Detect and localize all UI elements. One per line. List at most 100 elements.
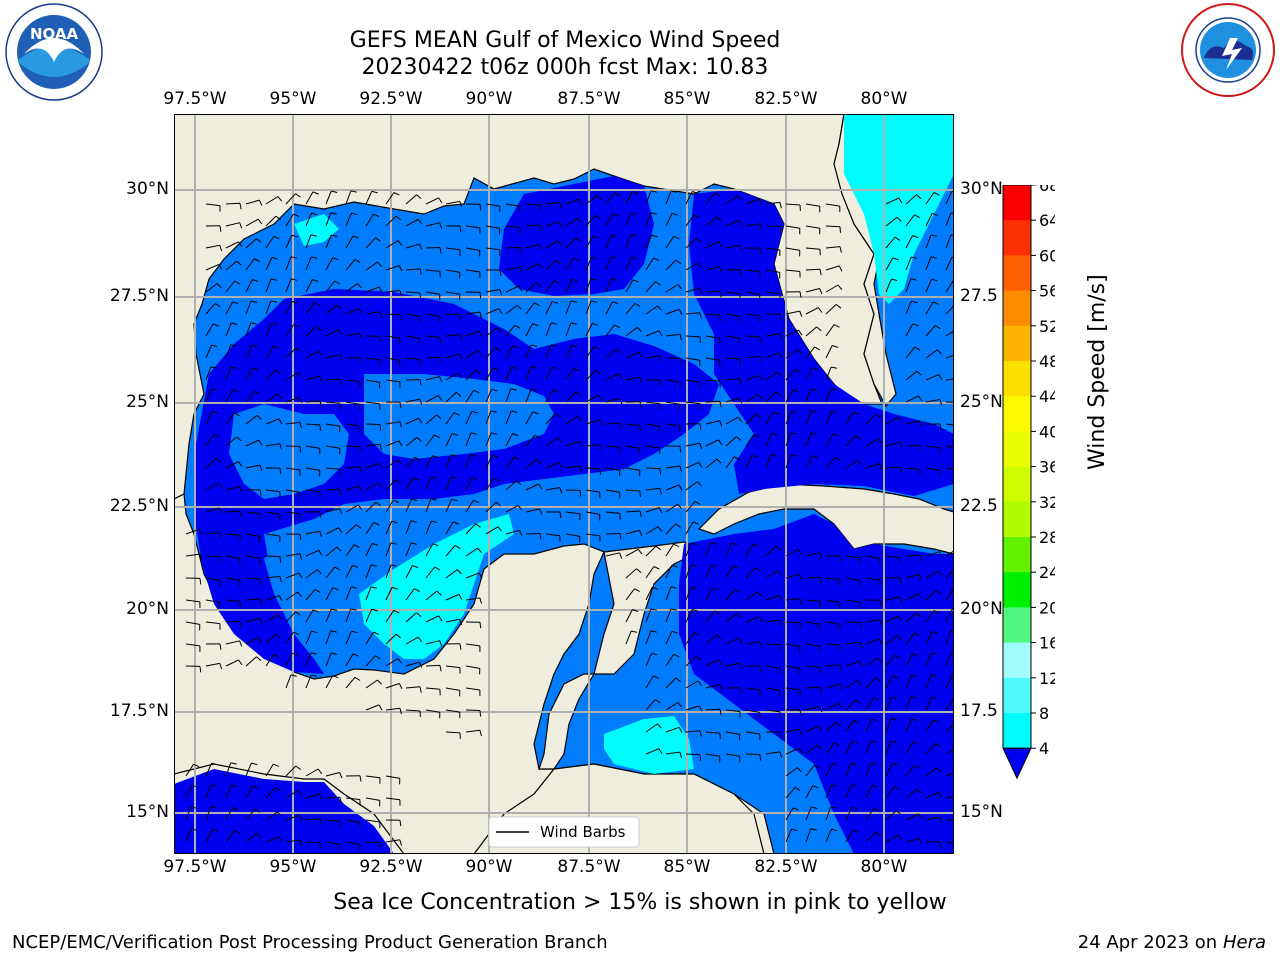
wind-barb xyxy=(865,438,879,447)
wind-barb-flag xyxy=(655,699,661,704)
wind-barb xyxy=(325,508,340,513)
wind-barb xyxy=(605,489,620,493)
wind-barb xyxy=(805,432,812,447)
wind-barb-flag xyxy=(811,432,818,435)
wind-barb xyxy=(265,236,275,249)
wind-barb-flag xyxy=(879,619,883,626)
wind-barb-flag xyxy=(258,439,263,446)
wind-barb xyxy=(805,203,820,207)
wind-barb xyxy=(405,456,416,469)
legend-label: Wind Barbs xyxy=(540,823,626,841)
wind-barb-flag xyxy=(332,587,339,591)
wind-barb xyxy=(365,443,380,447)
wind-barb-flag xyxy=(598,419,603,426)
wind-barb xyxy=(525,533,541,535)
wind-barb-flag xyxy=(938,551,943,558)
wind-barb xyxy=(625,327,638,337)
wind-barb xyxy=(745,223,760,227)
wind-barb-flag xyxy=(758,375,763,382)
wind-barb xyxy=(305,841,321,844)
wind-barb-flag xyxy=(391,586,398,590)
wind-barb-flag xyxy=(491,388,498,392)
wind-barb-flag xyxy=(896,810,902,815)
wind-barb xyxy=(805,828,812,843)
wind-barb-flag xyxy=(951,608,954,611)
wind-barb xyxy=(705,192,716,205)
wind-barb-flag xyxy=(818,725,823,731)
wind-barb xyxy=(265,418,280,425)
wind-barb-flag xyxy=(371,190,378,194)
wind-barb xyxy=(565,391,577,403)
wind-barb xyxy=(385,683,400,689)
wind-barb-flag xyxy=(753,433,760,438)
wind-barb xyxy=(265,836,280,843)
wind-barb xyxy=(625,609,633,623)
wind-barb xyxy=(705,241,719,249)
wind-barb xyxy=(365,286,380,293)
wind-barb xyxy=(625,212,632,227)
wind-barb-flag xyxy=(190,806,197,809)
wind-barb xyxy=(425,376,440,381)
wind-barb xyxy=(605,467,620,471)
chart-title: GEFS MEAN Gulf of Mexico Wind Speed xyxy=(349,28,781,53)
wind-barb xyxy=(345,653,354,667)
wind-barb xyxy=(905,467,920,470)
wind-barb-flag xyxy=(896,216,902,222)
wind-barb xyxy=(645,234,653,249)
wind-barb xyxy=(325,467,340,470)
wind-barb xyxy=(925,767,938,777)
wind-barb-flag xyxy=(318,375,323,382)
wind-barb-flag xyxy=(839,246,842,253)
wind-barb xyxy=(265,345,274,359)
wind-barb-flag xyxy=(234,412,241,417)
wind-barb-flag xyxy=(458,353,463,360)
wind-barb-flag xyxy=(291,300,298,304)
wind-barb xyxy=(265,533,280,537)
wind-barb xyxy=(725,753,740,757)
wind-barb-flag xyxy=(739,662,743,669)
wind-barb-flag xyxy=(850,784,857,787)
wind-barb-flag xyxy=(412,477,419,481)
wind-barb xyxy=(925,399,940,403)
wind-barb-flag xyxy=(839,226,841,233)
wind-barb xyxy=(665,586,672,601)
wind-barb-flag xyxy=(275,787,281,792)
wind-barb xyxy=(785,368,796,381)
wind-barb xyxy=(365,213,374,227)
wind-barb-flag xyxy=(258,199,263,206)
wind-barb xyxy=(325,354,340,359)
wind-barb xyxy=(405,565,413,579)
wind-barb xyxy=(525,323,533,337)
lon-tick-bottom: 95°W xyxy=(269,857,317,877)
wind-barb xyxy=(705,684,720,689)
wind-barb xyxy=(505,529,520,535)
wind-barb xyxy=(325,587,334,601)
wind-barb-flag xyxy=(311,212,318,216)
wind-barb xyxy=(545,462,560,469)
wind-barb xyxy=(365,797,380,801)
wind-barb-flag xyxy=(759,248,762,255)
wind-barb xyxy=(285,347,297,359)
wind-barb xyxy=(925,374,940,381)
wind-barb xyxy=(885,416,899,425)
wind-barb-flag xyxy=(254,390,261,395)
wind-barb xyxy=(605,422,621,425)
wind-barb xyxy=(905,653,914,667)
wind-barb-flag xyxy=(759,336,762,343)
wind-barb-flag xyxy=(357,504,363,511)
wind-barb-flag xyxy=(232,301,239,305)
wind-barb-flag xyxy=(798,748,803,754)
colorbar-segment xyxy=(1003,431,1031,468)
wind-barb xyxy=(825,828,832,843)
wind-barb xyxy=(825,722,837,733)
wind-barb-flag xyxy=(438,615,443,622)
wind-barb-flag xyxy=(219,643,222,650)
colorbar-tick-label: 32 xyxy=(1039,493,1055,512)
wind-barb xyxy=(905,838,920,843)
wind-barb xyxy=(685,753,701,756)
wind-barb xyxy=(685,312,700,315)
wind-barb xyxy=(445,247,460,251)
wind-barb-flag xyxy=(699,312,702,319)
wind-barb-flag xyxy=(278,836,283,843)
wind-barb xyxy=(385,610,395,623)
